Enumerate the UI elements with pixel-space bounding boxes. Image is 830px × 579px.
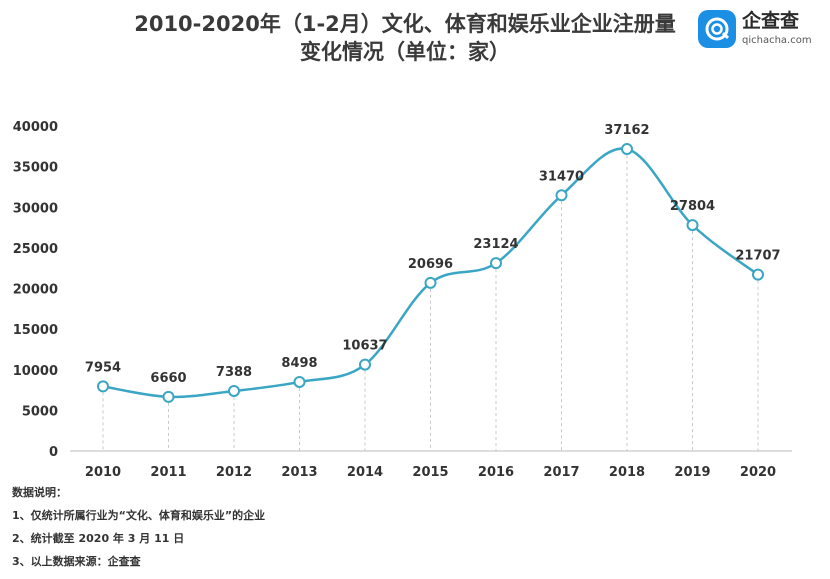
- y-tick-label: 35000: [13, 161, 58, 176]
- x-tick-label: 2018: [609, 465, 645, 480]
- logo-url: qichacha.com: [742, 35, 812, 46]
- y-tick-label: 25000: [13, 242, 58, 257]
- y-tick-label: 10000: [13, 364, 58, 379]
- y-tick-label: 5000: [22, 404, 58, 419]
- data-notes: 数据说明： 1、仅统计所属行业为“文化、体育和娱乐业”的企业 2、统计截至 20…: [12, 486, 265, 578]
- x-tick-label: 2012: [216, 465, 252, 480]
- data-label: 21707: [735, 249, 780, 264]
- data-point: [424, 276, 437, 289]
- data-point: [97, 380, 109, 393]
- data-point: [686, 219, 699, 232]
- data-point: [293, 375, 306, 388]
- x-tick-label: 2013: [281, 465, 317, 480]
- data-label: 8498: [281, 356, 317, 371]
- chart-title: 2010-2020年（1-2月）文化、体育和娱乐业企业注册量 变化情况（单位：家…: [100, 10, 710, 66]
- y-tick-label: 40000: [13, 120, 58, 135]
- data-label: 23124: [473, 237, 518, 252]
- data-label: 7388: [216, 365, 252, 380]
- data-point: [228, 384, 240, 397]
- y-tick-label: 20000: [13, 283, 58, 298]
- data-point: [490, 257, 502, 270]
- x-tick-label: 2015: [412, 465, 448, 480]
- series-line: [102, 147, 759, 399]
- qichacha-logo-icon: [698, 10, 736, 48]
- series-line-group: [102, 147, 759, 399]
- note-item-1: 1、仅统计所属行业为“文化、体育和娱乐业”的企业: [12, 509, 266, 522]
- data-label: 10637: [342, 339, 387, 354]
- note-item-3: 3、以上数据来源：企查查: [12, 555, 141, 568]
- data-point: [555, 189, 568, 202]
- x-tick-label: 2014: [347, 465, 383, 480]
- data-point: [621, 143, 633, 156]
- x-tick-label: 2019: [674, 465, 710, 480]
- data-label: 6660: [150, 371, 186, 386]
- data-point: [162, 390, 175, 403]
- data-point: [359, 358, 371, 371]
- axes: 0 5000 10000 15000 20000 25000 30000 35000 40000…: [13, 120, 792, 480]
- chart-title-line1: 2010-2020年（1-2月）文化、体育和娱乐业企业注册量: [134, 12, 676, 36]
- data-labels: 7954 6660 7388 8498 10637 20696 23124 31470 3716…: [85, 123, 781, 386]
- data-points: [97, 143, 764, 403]
- drop-lines: [102, 149, 759, 451]
- x-tick-label: 2011: [150, 465, 186, 480]
- data-label: 27804: [670, 199, 715, 214]
- logo-name: 企查查: [742, 10, 800, 32]
- brand-logo: 企查查 qichacha.com: [698, 8, 823, 52]
- x-tick-label: 2017: [543, 465, 579, 480]
- y-tick-label: 0: [49, 445, 58, 460]
- data-label: 20696: [408, 257, 453, 272]
- y-tick-label: 15000: [13, 323, 58, 338]
- y-tick-label: 30000: [13, 201, 58, 216]
- note-item-2: 2、统计截至 2020 年 3 月 11 日: [12, 532, 185, 545]
- chart-title-line2: 变化情况（单位：家）: [300, 40, 510, 64]
- notes-heading: 数据说明：: [12, 486, 67, 499]
- x-tick-label: 2010: [85, 465, 121, 480]
- data-label: 31470: [539, 169, 584, 184]
- x-tick-label: 2020: [740, 465, 776, 480]
- data-point: [752, 268, 764, 281]
- x-tick-label: 2016: [478, 465, 514, 480]
- data-label: 37162: [604, 123, 649, 138]
- data-label: 7954: [85, 360, 121, 375]
